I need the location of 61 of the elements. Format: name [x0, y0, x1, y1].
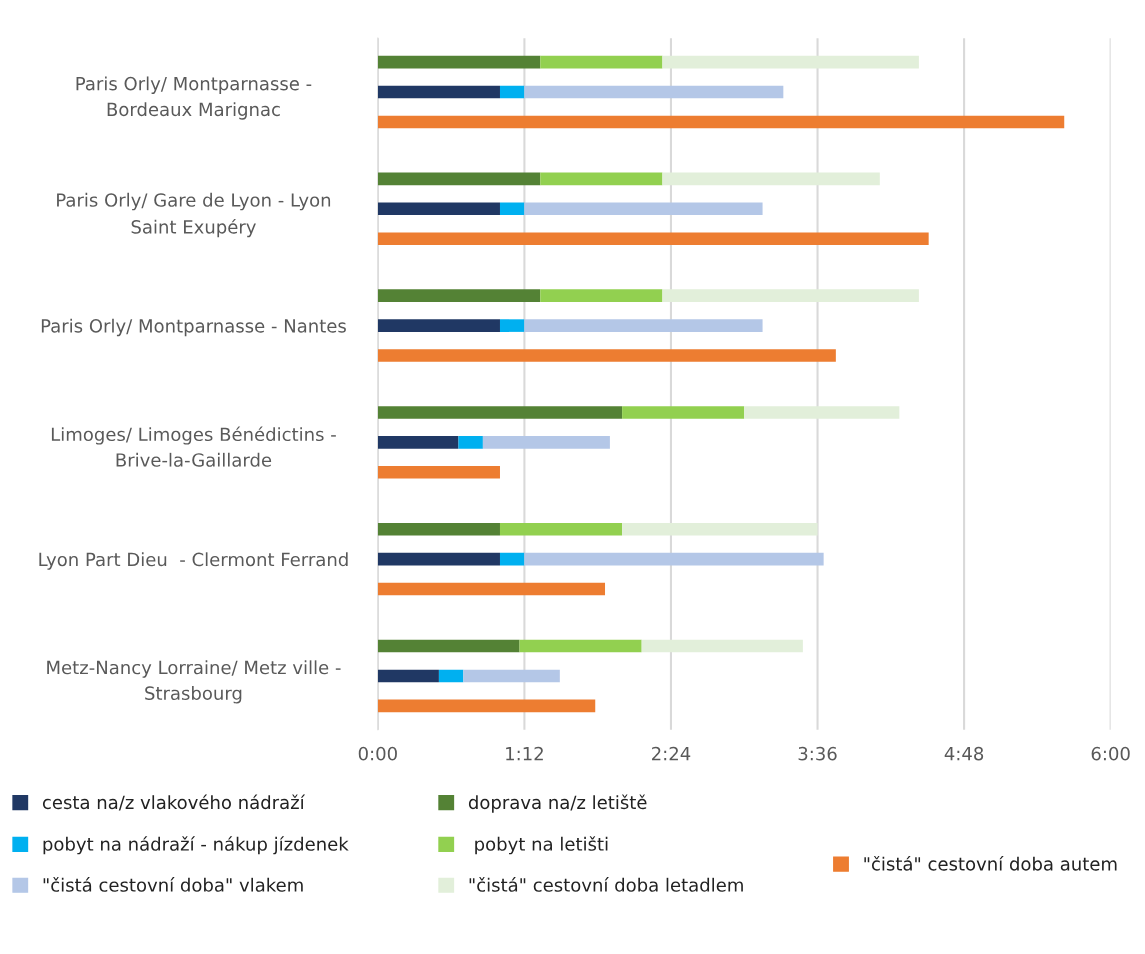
- bar: [377, 552, 500, 566]
- bar: [499, 522, 623, 536]
- bar: [463, 669, 560, 683]
- bar: [540, 289, 663, 302]
- bar: [377, 522, 500, 536]
- bar: [377, 639, 520, 653]
- bar: [540, 55, 663, 69]
- y-tick-label: Lyon Part Dieu - Clermont Ferrand: [39, 552, 348, 570]
- bar: [377, 406, 623, 419]
- bar: [377, 115, 1065, 129]
- bar: [377, 582, 606, 596]
- bar: [662, 289, 919, 302]
- x-tick-label: 3:36: [798, 746, 837, 761]
- y-tick-label: Paris Orly/ Gare de Lyon - Lyon Saint Exupéry: [57, 192, 331, 238]
- legend-label: "čistá" cestovní doba letadlem: [469, 877, 743, 892]
- bar: [377, 232, 929, 246]
- bar: [524, 202, 763, 216]
- y-tick-label: Paris Orly/ Montparnasse - Nantes: [41, 318, 346, 337]
- legend-label: "čistá cestovní doba" vlakem: [43, 877, 303, 892]
- bar: [458, 436, 483, 449]
- bar: [377, 466, 500, 479]
- bar: [622, 406, 745, 419]
- bar: [524, 552, 824, 566]
- y-tick-label: Metz-Nancy Lorraine/ Metz ville - Strasbourg: [47, 660, 341, 704]
- legend-label: pobyt na letišti: [475, 836, 608, 855]
- bar: [438, 669, 464, 683]
- x-tick-label: 2:24: [652, 746, 691, 761]
- x-tick-label: 0:00: [358, 746, 397, 761]
- bar: [482, 436, 610, 449]
- y-tick-label: Paris Orly/ Montparnasse - Bordeaux Marignac: [76, 76, 312, 120]
- bar: [499, 552, 525, 566]
- bar: [524, 319, 763, 332]
- legend-label: doprava na/z letiště: [468, 794, 647, 813]
- bar: [662, 172, 880, 186]
- bar: [377, 289, 541, 302]
- bar: [519, 639, 642, 653]
- bar: [377, 319, 500, 332]
- bar: [641, 639, 803, 653]
- y-tick-label: Limoges/ Limoges Bénédictins - Brive-la-Gaillarde: [51, 426, 336, 467]
- bar: [499, 319, 525, 332]
- legend-label: "čistá" cestovní doba autem: [864, 856, 1117, 871]
- bar: [499, 85, 525, 99]
- bar: [622, 522, 818, 536]
- bar: [377, 349, 836, 362]
- bar: [377, 202, 500, 216]
- legend-label: pobyt na nádraží - nákup jízdenek: [43, 836, 349, 855]
- bar: [377, 669, 439, 683]
- bar: [377, 699, 596, 713]
- bar: [540, 172, 663, 186]
- bar: [377, 85, 500, 99]
- bar: [499, 202, 525, 216]
- bar: [377, 55, 541, 69]
- x-tick-label: 4:48: [944, 746, 984, 761]
- bar: [744, 406, 900, 419]
- x-tick-label: 6:00: [1091, 746, 1130, 761]
- bar: [662, 55, 919, 69]
- bar: [377, 436, 459, 449]
- bar: [377, 172, 541, 186]
- legend-label: cesta na/z vlakového nádraží: [42, 794, 306, 811]
- x-tick-label: 1:12: [506, 746, 543, 761]
- bar: [524, 85, 784, 99]
